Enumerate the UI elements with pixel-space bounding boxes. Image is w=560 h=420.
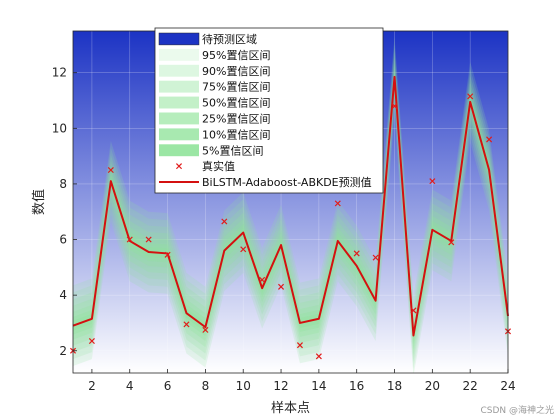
x-tick-label: 22 bbox=[463, 379, 478, 393]
x-axis-title: 样本点 bbox=[271, 401, 310, 416]
x-tick-label: 6 bbox=[164, 379, 172, 393]
true-value-point bbox=[467, 93, 474, 100]
y-tick-label: 12 bbox=[52, 66, 67, 80]
legend-swatch-interval bbox=[159, 80, 199, 93]
true-value-point bbox=[259, 276, 266, 283]
legend-label-interval: 75%置信区间 bbox=[202, 81, 270, 94]
prediction-line-group bbox=[72, 75, 509, 337]
legend: 待预测区域 95%置信区间 90%置信区间 75%置信区间 50%置信区间 25%置信区间… bbox=[154, 27, 384, 194]
y-tick-label: 8 bbox=[59, 177, 67, 191]
legend-label-region: 待预测区域 bbox=[202, 32, 257, 46]
x-tick-label: 14 bbox=[311, 379, 326, 393]
true-value-point bbox=[315, 353, 322, 360]
x-tick-label: 20 bbox=[425, 379, 440, 393]
legend-swatch-interval bbox=[159, 96, 199, 109]
legend-swatch-interval bbox=[159, 128, 199, 141]
legend-swatch-region bbox=[158, 32, 200, 46]
legend-label-interval: 5%置信区间 bbox=[202, 144, 263, 157]
y-tick-label: 10 bbox=[52, 121, 67, 135]
true-value-point bbox=[410, 307, 417, 314]
legend-swatch-interval bbox=[159, 48, 199, 61]
x-tick-label: 10 bbox=[236, 379, 251, 393]
legend-label-interval: 10%置信区间 bbox=[202, 128, 270, 141]
watermark: CSDN @海神之光 bbox=[480, 404, 554, 416]
x-tick-label: 18 bbox=[387, 379, 402, 393]
true-value-point bbox=[278, 283, 285, 290]
confidence-band bbox=[73, 43, 508, 369]
true-value-markers bbox=[69, 93, 512, 360]
true-value-point bbox=[88, 338, 95, 345]
x-tick-label: 8 bbox=[202, 379, 210, 393]
true-value-point bbox=[334, 200, 341, 207]
true-value-point bbox=[183, 321, 190, 328]
true-value-point bbox=[372, 254, 379, 261]
y-axis-title: 数值 bbox=[31, 189, 47, 215]
legend-label-interval: 90%置信区间 bbox=[202, 65, 270, 78]
x-tick-label: 16 bbox=[349, 379, 364, 393]
y-tick-label: 4 bbox=[59, 288, 67, 302]
legend-box bbox=[154, 27, 384, 194]
legend-swatch-interval bbox=[159, 112, 199, 125]
true-value-point bbox=[126, 236, 133, 243]
true-value-point bbox=[486, 136, 493, 143]
legend-swatch-true-value bbox=[175, 163, 183, 170]
true-value-point bbox=[353, 250, 360, 257]
true-value-point bbox=[391, 103, 398, 110]
true-value-point bbox=[221, 218, 228, 225]
legend-swatch-interval bbox=[159, 144, 199, 157]
true-value-point bbox=[240, 246, 247, 253]
x-tick-label: 12 bbox=[273, 379, 288, 393]
x-tick-label: 24 bbox=[500, 379, 515, 393]
true-value-point bbox=[429, 178, 436, 185]
legend-label-interval: 95%置信区间 bbox=[202, 49, 270, 62]
legend-label-true-value: 真实值 bbox=[202, 159, 235, 173]
x-tick-label: 2 bbox=[88, 379, 96, 393]
legend-label-prediction: BiLSTM-Adaboost-ABKDE预测值 bbox=[202, 176, 372, 189]
legend-label-interval: 25%置信区间 bbox=[202, 113, 270, 126]
legend-label-interval: 50%置信区间 bbox=[202, 97, 270, 110]
true-value-point bbox=[164, 251, 171, 258]
true-value-point bbox=[448, 239, 455, 246]
y-tick-label: 2 bbox=[59, 344, 67, 358]
confidence-band bbox=[73, 36, 508, 373]
true-value-point bbox=[145, 236, 152, 243]
x-tick-label: 4 bbox=[126, 379, 134, 393]
true-value-point bbox=[202, 326, 209, 333]
legend-swatch-interval bbox=[159, 64, 199, 77]
true-value-point bbox=[107, 167, 114, 174]
prediction-line bbox=[72, 75, 509, 337]
true-value-point bbox=[296, 342, 303, 349]
y-tick-label: 6 bbox=[59, 233, 67, 247]
